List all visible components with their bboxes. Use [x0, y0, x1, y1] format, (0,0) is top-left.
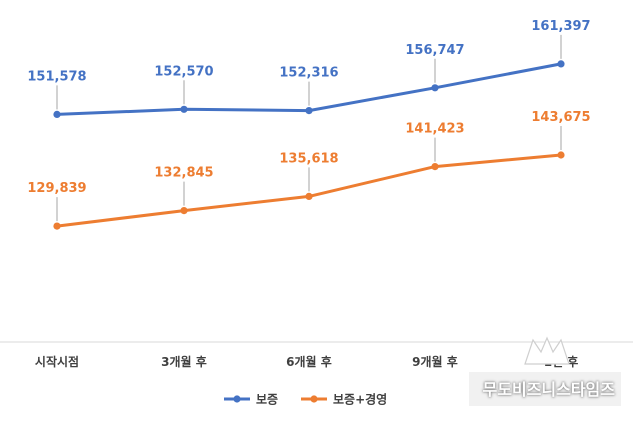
legend-marker	[233, 395, 241, 403]
data-label: 132,845	[154, 166, 213, 181]
legend: 보증 보증+경영	[224, 392, 387, 407]
data-label: 152,316	[279, 66, 338, 81]
legend-marker	[310, 395, 318, 403]
legend-label: 보증+경영	[333, 392, 387, 407]
x-tick-label: 시작시점	[35, 354, 79, 369]
data-point	[305, 192, 313, 200]
series-1: 151,578 152,570 152,316 156,747 161,397	[27, 19, 591, 118]
x-tick-label: 3개월 후	[161, 354, 207, 369]
data-label: 143,675	[531, 110, 590, 125]
data-point	[431, 84, 439, 92]
data-label: 152,570	[154, 64, 213, 79]
x-tick-label: 6개월 후	[286, 354, 332, 369]
data-label: 161,397	[531, 19, 590, 34]
data-point	[305, 107, 313, 115]
watermark-text: 무도비즈니스타임즈	[482, 380, 615, 399]
x-tick-label: 9개월 후	[412, 354, 458, 369]
data-point	[53, 222, 61, 230]
series-2: 129,839 132,845 135,618 141,423 143,675	[27, 110, 591, 230]
watermark-backdrop	[469, 372, 621, 406]
watermark-logo-icon	[519, 334, 575, 368]
data-label: 151,578	[27, 69, 86, 84]
data-point	[557, 151, 565, 159]
data-label: 129,839	[27, 181, 86, 196]
data-label: 135,618	[279, 151, 338, 166]
data-point	[431, 163, 439, 171]
data-point	[180, 105, 188, 113]
data-label: 156,747	[405, 43, 464, 58]
data-label: 141,423	[405, 122, 464, 137]
data-point	[557, 60, 565, 68]
data-point	[180, 207, 188, 215]
data-point	[53, 110, 61, 118]
series-layer: 151,578 152,570 152,316 156,747 161,397 129,8…	[27, 19, 591, 230]
legend-label: 보증	[256, 393, 278, 407]
